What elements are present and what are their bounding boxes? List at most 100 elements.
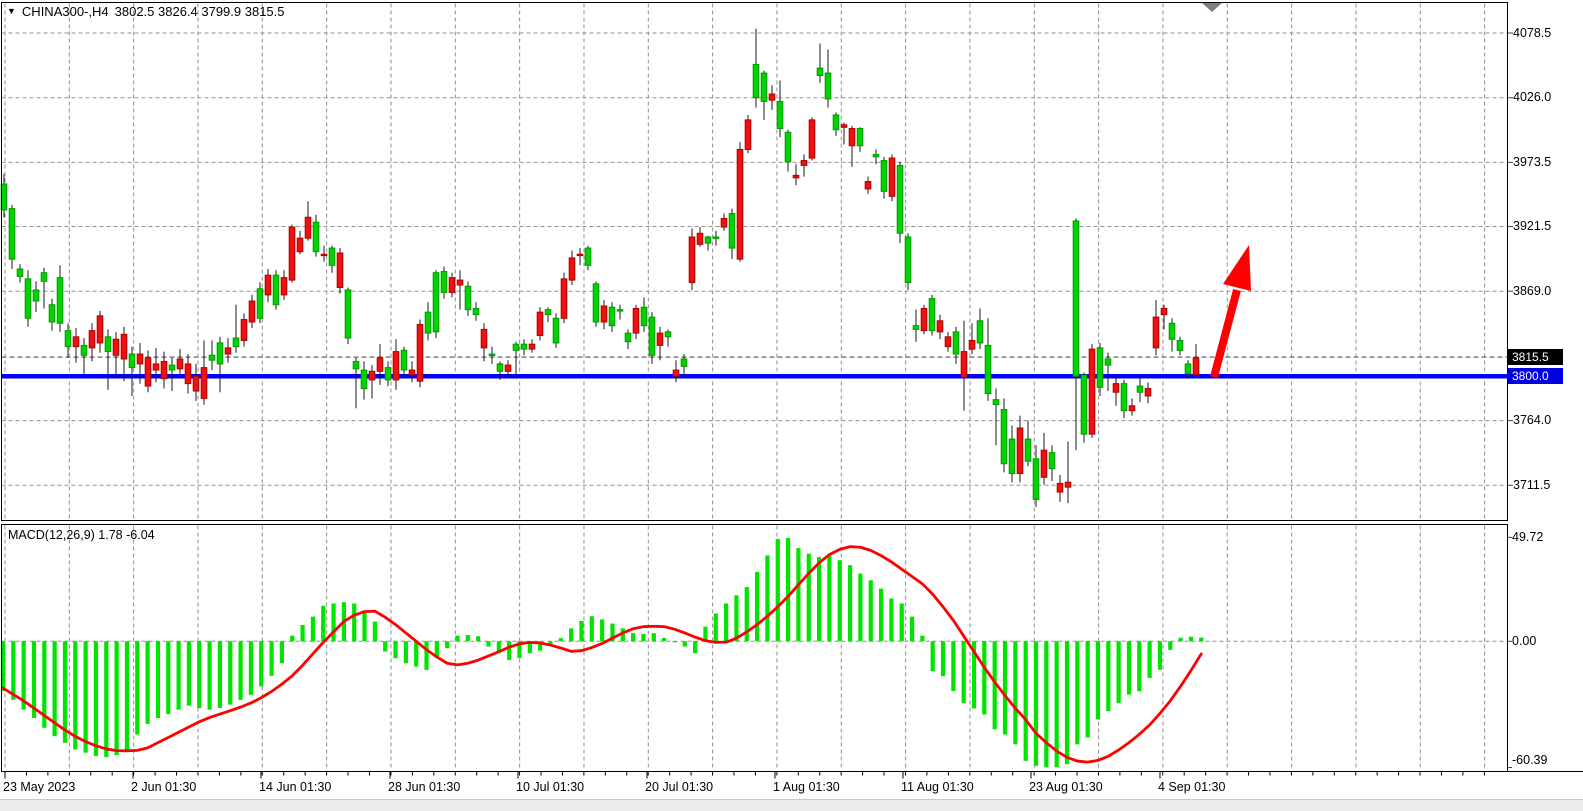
candle [896,161,904,244]
macd-histogram-bar [1178,637,1183,642]
candle-body [400,349,408,371]
candle [1120,379,1128,419]
macd-histogram-bar [197,641,202,708]
symbol-dropdown-icon[interactable]: ▼ [7,6,16,16]
candle [848,126,856,167]
candle [1040,432,1048,485]
candle-body [1032,458,1040,500]
candle [352,357,360,409]
candle-body [912,325,920,330]
macd-histogram-bar [1168,641,1173,650]
candle [192,363,200,401]
macd-histogram-bar [620,628,625,642]
candle [200,340,208,405]
candle-body [392,351,400,381]
candle-body [112,338,120,356]
candle [664,329,672,347]
candle [112,331,120,378]
candle [1192,344,1200,377]
macd-histogram-bar [393,641,398,659]
macd-histogram-bar [83,641,88,753]
candle-body [104,336,112,353]
candle [920,304,928,335]
macd-histogram-bar [176,641,181,710]
candle [528,339,536,353]
macd-histogram-bar [455,635,460,642]
macd-histogram-bar [1002,641,1008,735]
candle [608,302,616,332]
macd-histogram-bar [971,641,977,709]
candle-body [848,128,856,147]
candle [928,294,936,336]
candle-body [512,343,520,351]
candle [248,294,256,329]
candle [1072,218,1080,451]
candle-body [1008,438,1016,475]
candle [720,213,728,231]
candle [224,338,232,363]
candle [576,248,584,266]
macd-histogram-bar [744,586,749,642]
candle [1112,376,1120,406]
candle-body [800,160,808,166]
candle-body [1024,438,1032,462]
candle-body [176,358,184,370]
candle-body [536,311,544,337]
candle-body [792,174,800,179]
candle-body [304,216,312,239]
candle [744,114,752,154]
candle-body [40,272,48,282]
buy-arrow-head[interactable] [1223,245,1251,291]
candle-body [640,306,648,327]
candle-body [672,369,680,377]
macd-histogram-bar [403,641,408,664]
candle-body [904,236,912,284]
buy-arrow-shaft[interactable] [1210,288,1241,379]
candle [152,347,160,383]
candle-body [416,323,424,382]
candle [24,270,32,327]
macd-histogram-bar [1064,641,1070,765]
candle-body [1112,383,1120,393]
candle [304,201,312,241]
candle [256,282,264,324]
candle-body [584,247,592,266]
macd-histogram-bar [579,621,584,642]
candle [176,349,184,377]
candle [496,361,504,380]
macd-histogram-bar [672,641,677,643]
candle [1176,336,1184,356]
candle [456,270,464,310]
macd-panel-border [1,524,1508,772]
candle-body [752,63,760,99]
candle-body [768,93,776,101]
price-axis-label: 3869.0 [1513,283,1552,298]
candle-body [856,128,864,147]
macd-histogram-bar [713,613,718,642]
time-axis-label: 4 Sep 01:30 [1158,780,1226,794]
macd-histogram-bar [1126,641,1132,695]
candle [640,297,648,332]
macd-axis-label: 0.00 [1512,633,1537,648]
candle [296,230,304,255]
macd-histogram-bar [982,641,987,715]
candle-body [360,369,368,390]
macd-histogram-bar [0,641,6,692]
candle-body [1016,427,1024,475]
candle-body [456,279,464,286]
candle-body [624,332,632,343]
candle-body [344,289,352,339]
candle-body [336,252,344,288]
macd-histogram-bar [951,641,956,692]
candle-body [1072,220,1080,377]
candle [472,302,480,321]
candle [904,233,912,290]
macd-histogram-bar [310,616,315,642]
macd-histogram-bar [569,628,574,642]
candle-body [824,72,832,100]
candle-body [248,300,256,323]
macd-histogram-bar [765,555,770,642]
macd-histogram-bar [1116,641,1121,703]
candle-body [368,370,376,381]
